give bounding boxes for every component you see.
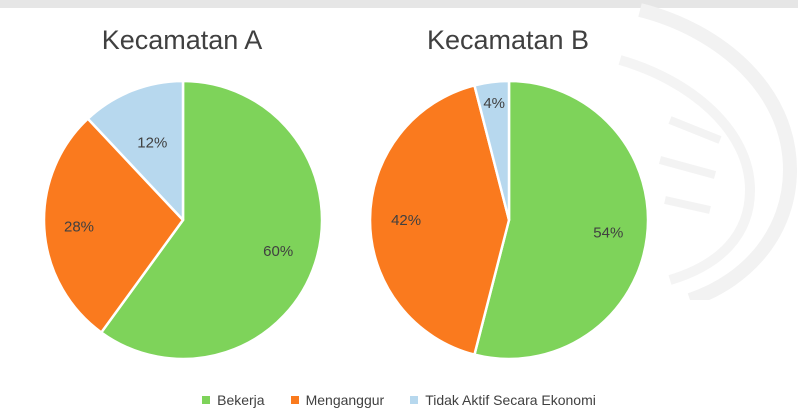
- legend-item-menganggur: Menganggur: [290, 392, 385, 408]
- watermark-logo: [618, 3, 798, 300]
- pie-slice-kecamatan-b-tidak-aktif: [473, 79, 511, 222]
- legend-swatch-tidak-aktif: [410, 396, 419, 404]
- legend-item-bekerja: Bekerja: [202, 392, 265, 408]
- data-label-kecamatan-b-bekerja: 54%: [593, 225, 623, 242]
- legend-swatch-bekerja: [202, 396, 211, 404]
- top-band: [0, 0, 798, 8]
- legend-item-tidak-aktif: Tidak Aktif Secara Ekonomi: [410, 392, 596, 408]
- legend-label-bekerja: Bekerja: [217, 392, 265, 408]
- data-label-kecamatan-a-menganggur: 28%: [64, 219, 94, 236]
- pie-slice-kecamatan-a-tidak-aktif: [86, 79, 185, 222]
- data-label-kecamatan-a-tidak-aktif: 12%: [137, 135, 167, 152]
- chart-title-kecamatan-a: Kecamatan A: [101, 25, 263, 55]
- data-label-kecamatan-a-bekerja: 60%: [263, 243, 293, 260]
- pie-slice-kecamatan-a-menganggur: [42, 117, 185, 334]
- chart-legend: Bekerja Menganggur Tidak Aktif Secara Ek…: [0, 392, 798, 408]
- pie-slice-kecamatan-b-bekerja: [473, 79, 650, 361]
- legend-label-tidak-aktif: Tidak Aktif Secara Ekonomi: [425, 392, 596, 408]
- legend-label-menganggur: Menganggur: [305, 392, 385, 408]
- pie-slice-kecamatan-b-menganggur: [368, 84, 511, 356]
- legend-swatch-menganggur: [290, 396, 299, 404]
- chart-title-kecamatan-b: Kecamatan B: [426, 25, 590, 55]
- data-label-kecamatan-b-menganggur: 42%: [391, 212, 421, 229]
- pie-slice-kecamatan-a-bekerja: [100, 79, 324, 361]
- data-label-kecamatan-b-tidak-aktif: 4%: [483, 95, 505, 112]
